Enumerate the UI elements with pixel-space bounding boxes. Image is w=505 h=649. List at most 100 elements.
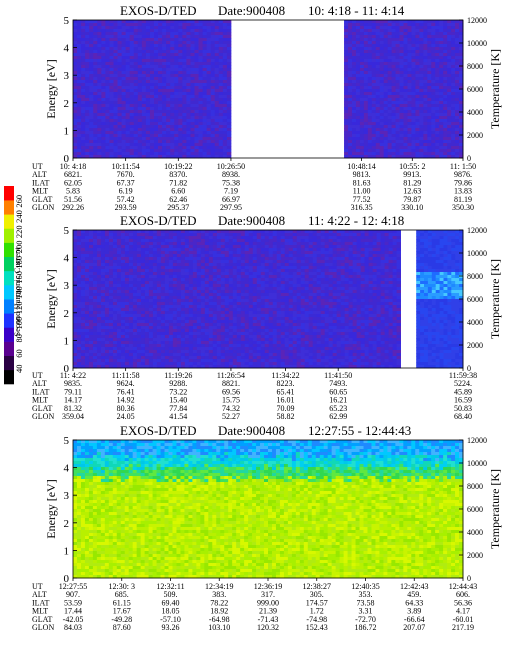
heatmap-cell	[359, 71, 365, 75]
heatmap-cell	[112, 293, 118, 297]
heatmap-cell	[180, 272, 186, 276]
heatmap-cell	[214, 107, 220, 111]
heatmap-cell	[101, 74, 106, 78]
heatmap-cell	[124, 317, 130, 321]
heatmap-cell	[109, 155, 114, 159]
heatmap-cell	[222, 32, 228, 36]
heatmap-cell	[120, 350, 126, 354]
heatmap-cell	[104, 305, 110, 309]
heatmap-cell	[383, 38, 389, 42]
heatmap-cell	[73, 275, 78, 279]
heatmap-cell	[152, 242, 158, 246]
heatmap-cell	[411, 155, 416, 159]
heatmap-cell	[149, 26, 155, 30]
heatmap-cell	[407, 86, 412, 90]
heatmap-cell	[168, 263, 174, 267]
heatmap-cell	[128, 359, 134, 363]
heatmap-cell	[190, 137, 195, 141]
heatmap-cell	[383, 98, 389, 102]
heatmap-cell	[348, 119, 353, 123]
heatmap-cell	[92, 305, 98, 309]
heatmap-cell	[92, 233, 98, 237]
heatmap-cell	[141, 104, 147, 108]
colorbar-swatches	[4, 186, 14, 385]
heatmap-cell	[226, 47, 232, 51]
heatmap-cell	[89, 140, 94, 144]
energy-tick-label: 5	[64, 15, 70, 27]
heatmap-cell	[73, 23, 78, 27]
heatmap-cell	[427, 113, 432, 117]
heatmap-cell	[403, 137, 408, 141]
heatmap-cell	[140, 260, 146, 264]
heatmap-cell	[218, 20, 224, 24]
heatmap-cell	[125, 89, 131, 93]
orbit-value: 5.83	[66, 187, 80, 196]
heatmap-cell	[128, 281, 134, 285]
heatmap-cell	[128, 272, 134, 276]
temperature-tick-label: 2000	[467, 131, 483, 140]
heatmap-cell	[407, 83, 412, 87]
heatmap-cell	[81, 152, 86, 156]
heatmap-cell	[108, 353, 114, 357]
heatmap-cell	[129, 152, 135, 156]
heatmap-cell	[137, 146, 143, 150]
heatmap-cell	[166, 80, 171, 84]
heatmap-cell	[222, 98, 228, 102]
heatmap-cell	[156, 293, 162, 297]
heatmap-cell	[81, 113, 86, 117]
heatmap-cell	[359, 140, 365, 144]
heatmap-cell	[96, 275, 102, 279]
heatmap-cell	[451, 149, 456, 153]
heatmap-cell	[204, 302, 210, 306]
heatmap-cell	[355, 137, 361, 141]
heatmap-cell	[359, 95, 365, 99]
heatmap-cell	[117, 62, 122, 66]
heatmap-cell	[164, 326, 170, 330]
heatmap-cell	[375, 80, 381, 84]
heatmap-cell	[81, 143, 86, 147]
heatmap-cell	[344, 89, 349, 93]
heatmap-cell	[447, 146, 452, 150]
heatmap-cell	[226, 149, 232, 153]
heatmap-cell	[348, 83, 353, 87]
heatmap-cell	[180, 263, 186, 267]
heatmap-cell	[218, 119, 224, 123]
heatmap-cell	[121, 137, 127, 141]
heatmap-cell	[188, 311, 194, 315]
heatmap-cell	[156, 233, 162, 237]
heatmap-cell	[100, 326, 106, 330]
heatmap-cell	[431, 149, 436, 153]
heatmap-cell	[160, 293, 166, 297]
heatmap-cell	[81, 137, 86, 141]
heatmap-cell	[168, 362, 174, 366]
heatmap-cell	[210, 104, 216, 108]
heatmap-cell	[451, 44, 456, 48]
heatmap-cell	[371, 116, 377, 120]
heatmap-cell	[77, 83, 82, 87]
heatmap-cell	[117, 113, 122, 117]
heatmap-cell	[140, 359, 146, 363]
heatmap-cell	[200, 248, 206, 252]
heatmap-cell	[455, 146, 460, 150]
heatmap-cell	[188, 329, 194, 333]
heatmap-cell	[451, 131, 456, 135]
heatmap-cell	[101, 143, 106, 147]
heatmap-cell	[210, 92, 216, 96]
heatmap-cell	[216, 290, 222, 294]
heatmap-cell	[395, 50, 400, 54]
orbit-row-label: GLON	[32, 203, 54, 212]
heatmap-cell	[136, 278, 142, 282]
heatmap-cell	[172, 269, 178, 273]
heatmap-cell	[141, 83, 147, 87]
heatmap-cell	[133, 104, 139, 108]
heatmap-cell	[108, 239, 114, 243]
heatmap-cell	[407, 47, 412, 51]
heatmap-cell	[447, 119, 452, 123]
heatmap-cell	[395, 26, 400, 30]
heatmap-cell	[184, 239, 190, 243]
heatmap-cell	[180, 275, 186, 279]
heatmap-cell	[407, 122, 412, 126]
heatmap-cell	[222, 38, 228, 42]
heatmap-cell	[133, 29, 139, 33]
heatmap-cell	[128, 278, 134, 282]
